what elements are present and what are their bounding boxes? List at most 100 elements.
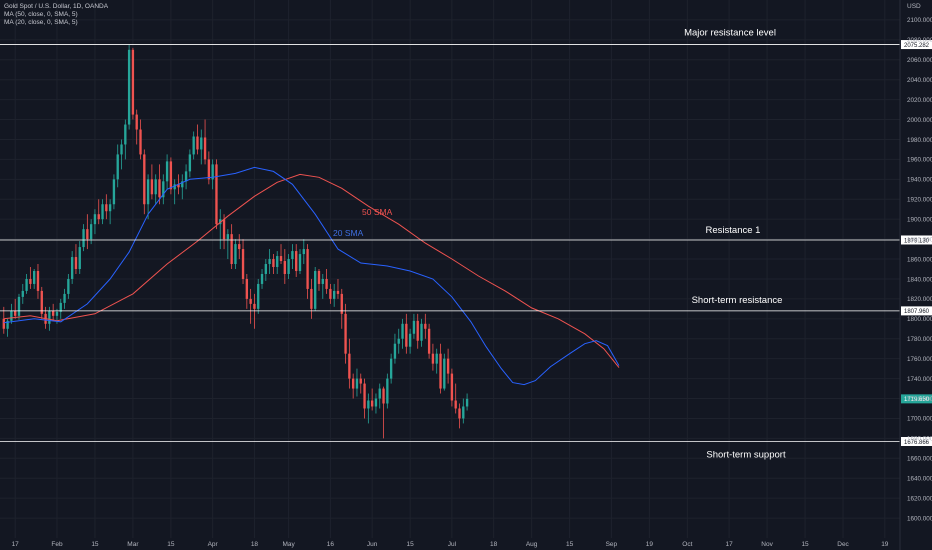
x-tick-label: Apr [208,541,219,548]
level-price-tag [901,436,932,446]
sma-line [3,173,620,368]
candle-body [382,388,385,404]
symbol-legend: Gold Spot / U.S. Dollar, 1D, OANDA MA (5… [4,3,108,27]
x-tick-label: Jul [448,541,457,548]
candle-body [146,179,150,205]
candle-body [245,278,249,299]
candle-body [82,229,85,248]
grid [0,0,900,538]
y-tick-label: 1600.000 [907,515,932,522]
ma20-legend: MA (20, close, 0, SMA, 5) [4,19,78,26]
candle-body [238,244,241,250]
y-tick-label: 1660.000 [907,456,932,463]
candle-body [435,353,438,364]
candle-body [78,247,81,269]
candle-body [21,290,24,297]
candle-body [184,171,188,182]
y-tick-label: 1720.000 [907,396,932,403]
candle-body [192,136,195,155]
candle-body [370,400,374,407]
x-tick-label: 17 [725,541,733,548]
y-tick-label: 1800.000 [907,316,932,323]
candle-body [2,318,5,329]
candle-body [203,137,207,160]
last-price-tag [901,394,932,404]
candle-body [17,296,21,316]
candle-body [321,278,324,284]
candle-body [450,373,454,401]
candle-body [165,161,169,182]
level-price-tag [901,40,932,50]
candle-body [196,136,199,150]
time-axis[interactable]: 17 Feb 15 Mar 15 Apr 18 May 16 Jun 15 Jul 18 Aug 15 Sep… [12,541,889,548]
candle-body [249,298,252,304]
price-axis[interactable]: USD 1600.000 1620.000 1640.000 1660.000 1680.… [899,0,932,550]
y-tick-label: 1620.000 [907,495,932,502]
y-tick-label: 1640.000 [907,476,932,483]
candle-body [454,400,457,409]
candle-body [139,129,142,155]
candle-body [211,164,214,180]
candle-body [40,290,43,314]
candle-body [51,310,55,316]
candle-body [112,179,116,205]
candle-body [188,154,192,172]
candle-body [67,278,70,294]
candle-body [268,259,271,265]
candle-body [169,161,173,190]
candle-body [120,144,123,155]
x-tick-label: Nov [761,541,773,548]
candle-body [367,400,370,409]
candle-body [351,378,355,389]
x-tick-label: Sep [606,541,618,548]
x-tick-label: 19 [646,541,654,548]
candle-body [33,270,36,284]
candle-body [158,179,161,198]
candle-body [363,383,366,409]
candle-body [257,283,260,309]
y-tick-label: 1700.000 [907,416,932,423]
candle-body [108,204,112,212]
candle-body [291,251,294,260]
candle-body [302,249,305,255]
level-label: Resistance 1 [706,225,761,236]
candle-body [70,257,74,279]
candle-body [378,388,381,399]
candle-body [36,270,40,291]
candle-body [215,164,218,225]
candle-body [226,234,230,240]
y-tick-label: 2100.000 [907,17,932,24]
candle-body [446,358,450,374]
candle-body [86,229,89,240]
candle-body [135,114,138,130]
candle-body [25,278,28,291]
y-tick-label: 2080.000 [907,37,932,44]
candle-body [283,261,286,274]
symbol-title: Gold Spot / U.S. Dollar, 1D, OANDA [4,3,109,10]
candle-body [393,343,397,359]
x-tick-label: 18 [251,541,259,548]
y-tick-label: 1980.000 [907,137,932,144]
candle-body [59,302,62,312]
candle-body [97,214,100,220]
candle-body [355,378,359,389]
candle-body [314,270,317,309]
y-tick-label: 1920.000 [907,197,932,204]
candle-body [230,234,233,265]
x-tick-label: Mar [127,541,139,548]
candle-body [154,179,157,195]
y-tick-label: 1840.000 [907,276,932,283]
candle-body [431,353,435,364]
sma50-chart-label: 50 SMA [362,207,393,217]
level-label: Major resistance level [684,28,776,39]
y-tick-label: 2000.000 [907,117,932,124]
y-tick-label: 2040.000 [907,77,932,84]
candle-body [336,290,340,294]
candle-body [55,311,59,316]
candle-body [329,288,332,299]
candle-body [462,406,465,419]
candle-body [127,49,131,125]
candle-body [260,273,264,284]
candle-body [412,320,416,334]
